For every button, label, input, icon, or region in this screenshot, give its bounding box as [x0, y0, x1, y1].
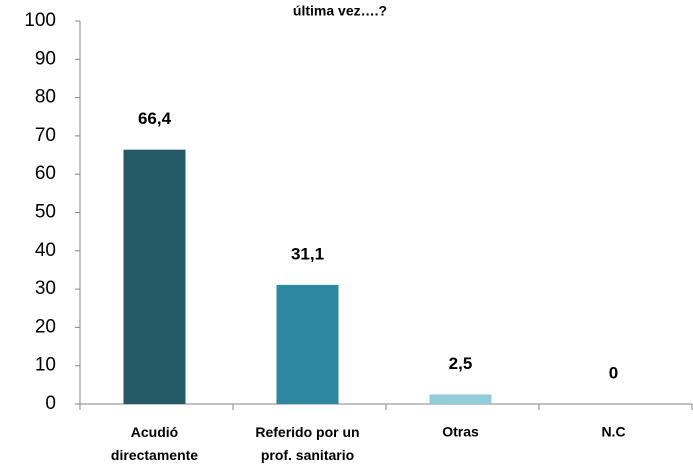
- y-tick-label: 80: [35, 87, 56, 108]
- x-tick-label: Referido por un prof. sanitario: [255, 424, 359, 463]
- x-tick-label: Otras: [442, 424, 479, 440]
- value-label: 31,1: [291, 244, 324, 263]
- bar: [123, 149, 186, 404]
- y-tick-label: 100: [24, 10, 56, 31]
- value-label: 0: [609, 363, 618, 382]
- y-tick-label: 30: [35, 278, 56, 299]
- y-tick-label: 50: [35, 202, 56, 223]
- x-tick-label: N.C: [601, 424, 625, 440]
- bar: [429, 394, 492, 404]
- y-tick-label: 40: [35, 240, 56, 261]
- y-tick-label: 10: [35, 355, 56, 376]
- y-tick-label: 0: [45, 393, 56, 414]
- y-tick-label: 20: [35, 316, 56, 337]
- y-tick-label: 90: [35, 48, 56, 69]
- chart-title: última vez….?: [293, 3, 387, 19]
- value-label: 66,4: [138, 109, 172, 128]
- x-tick-label: Acudió directamente: [111, 424, 198, 463]
- y-tick-label: 60: [35, 163, 56, 184]
- value-label: 2,5: [449, 354, 473, 373]
- bar: [276, 284, 339, 404]
- y-tick-label: 70: [35, 125, 56, 146]
